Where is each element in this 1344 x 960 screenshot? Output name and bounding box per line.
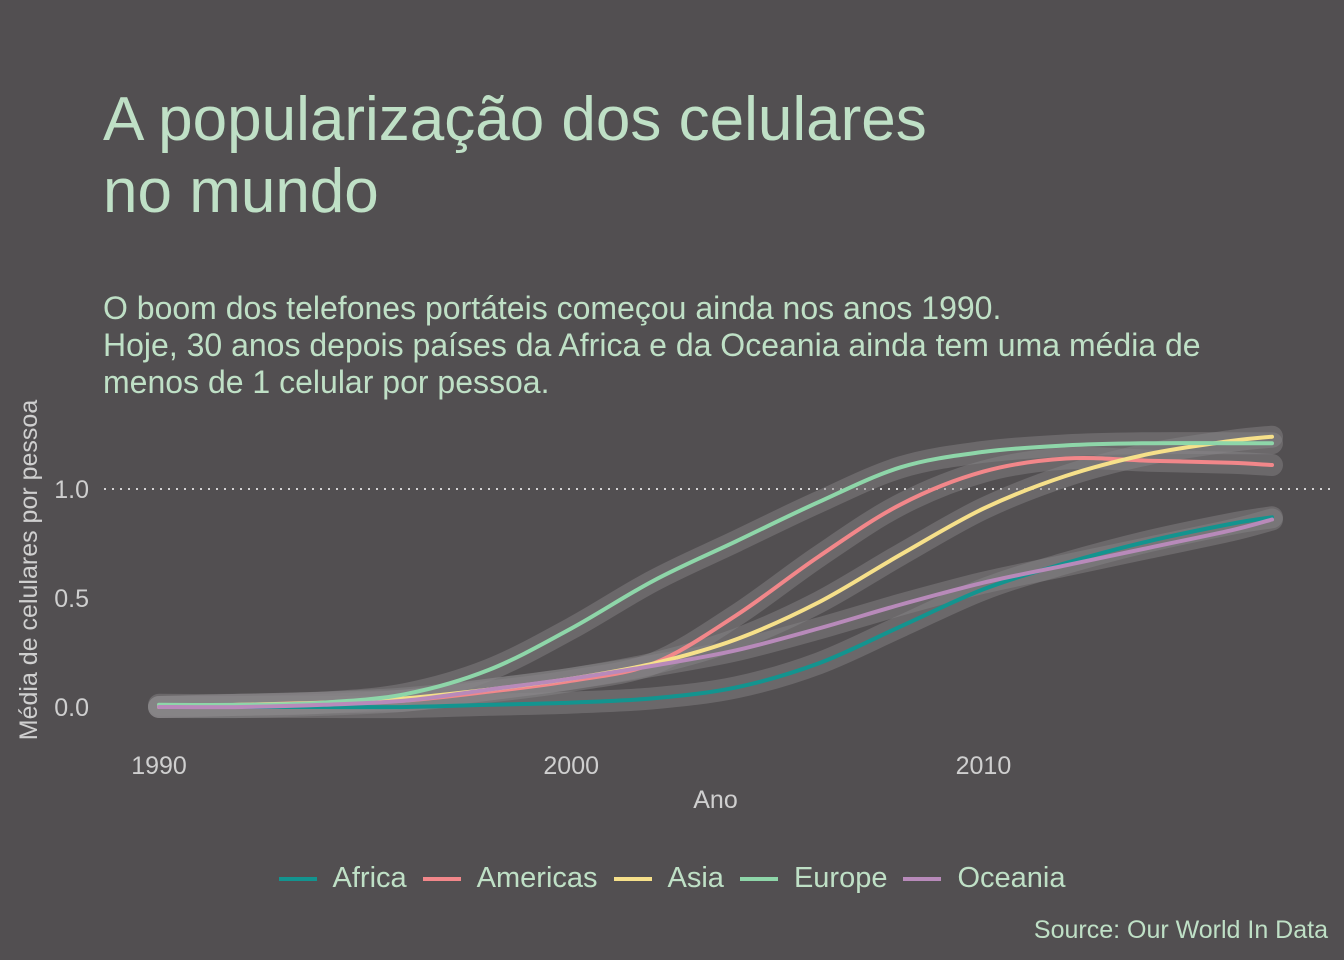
- legend-key-americas: [422, 876, 461, 881]
- confidence-band-asia: [148, 425, 1283, 718]
- legend-key-africa: [278, 876, 317, 881]
- y-tick-label: 0.5: [54, 585, 89, 613]
- subtitle-line-2: Hoje, 30 anos depois países da Africa e …: [103, 327, 1201, 363]
- legend-label: Europe: [793, 862, 888, 894]
- y-tick-label: 1.0: [54, 476, 89, 504]
- series-line-americas: [157, 455, 1274, 709]
- subtitle-line-3: menos de 1 celular por pessoa.: [103, 364, 550, 400]
- legend-item-asia: Asia: [613, 862, 724, 895]
- confidence-band-americas: [148, 446, 1283, 718]
- legend-item-europe: Europe: [739, 862, 888, 895]
- chart-title-line-2: no mundo: [103, 157, 379, 226]
- x-tick-label: 2010: [956, 752, 1012, 780]
- legend: Africa Americas Asia Europe Oceania: [0, 862, 1344, 895]
- y-tick-label: 0.0: [54, 694, 89, 722]
- series-line-oceania: [157, 517, 1274, 710]
- chart-subtitle: O boom dos telefones portáteis começou a…: [103, 290, 1201, 401]
- subtitle-line-1: O boom dos telefones portáteis começou a…: [103, 290, 1002, 326]
- legend-key-asia: [613, 876, 652, 881]
- x-tick-label: 1990: [131, 752, 187, 780]
- legend-label: Oceania: [957, 862, 1066, 894]
- legend-item-oceania: Oceania: [903, 862, 1065, 895]
- x-tick-label: 2000: [543, 752, 599, 780]
- legend-label: Africa: [332, 862, 407, 894]
- legend-key-oceania: [903, 876, 942, 881]
- chart-title-line-1: A popularização dos celulares: [103, 85, 927, 154]
- chart-title: A popularização dos celulares no mundo: [103, 84, 1203, 228]
- series-line-asia: [157, 434, 1274, 709]
- x-axis-label: Ano: [693, 786, 737, 814]
- series-line-africa: [157, 515, 1274, 710]
- legend-label: Asia: [667, 862, 724, 894]
- legend-key-europe: [739, 876, 778, 881]
- source-caption: Source: Our World In Data: [1033, 916, 1328, 944]
- series-line-europe: [157, 441, 1274, 707]
- legend-label: Americas: [476, 862, 598, 894]
- y-axis-label: Média de celulares por pessoa: [15, 400, 43, 741]
- legend-item-africa: Africa: [278, 862, 407, 895]
- legend-item-americas: Americas: [422, 862, 598, 895]
